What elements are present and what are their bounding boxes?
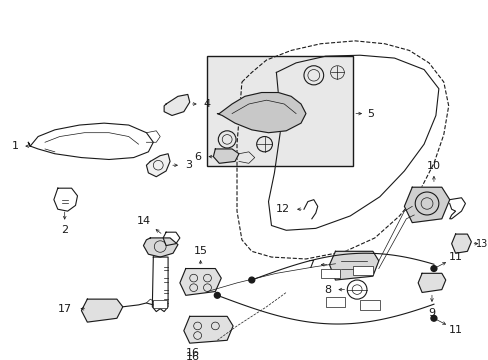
Text: 16: 16 [185,352,199,360]
Bar [352,266,372,275]
Polygon shape [329,251,378,280]
Text: 3: 3 [185,160,192,170]
Text: 5: 5 [366,109,374,118]
Text: 12: 12 [276,204,290,214]
Text: 7: 7 [306,260,314,270]
Polygon shape [183,316,233,343]
Bar [320,269,340,278]
Text: 16: 16 [185,348,199,358]
Text: 13: 13 [475,239,488,249]
Text: 15: 15 [193,246,207,256]
Polygon shape [180,269,221,295]
Text: 8: 8 [324,285,330,294]
Text: 1: 1 [12,141,19,151]
Polygon shape [217,93,305,133]
Polygon shape [146,154,170,177]
Polygon shape [143,238,178,257]
Circle shape [214,292,220,298]
Bar [325,297,345,307]
Text: 14: 14 [136,216,150,226]
Text: 9: 9 [427,307,435,318]
Polygon shape [417,273,445,292]
Polygon shape [213,149,239,163]
Bar [153,300,167,308]
Text: 17: 17 [58,304,72,314]
Text: 11: 11 [447,325,462,335]
Text: 6: 6 [194,152,201,162]
Text: 10: 10 [426,161,440,171]
Text: 11: 11 [447,252,462,262]
Circle shape [248,277,254,283]
Text: 4: 4 [203,99,211,109]
Polygon shape [164,94,189,116]
Polygon shape [404,187,449,222]
Text: 2: 2 [61,225,68,235]
Circle shape [430,266,436,271]
Bar [359,300,379,310]
Polygon shape [81,299,122,322]
Circle shape [430,315,436,321]
Bar [207,56,352,166]
Polygon shape [451,234,470,253]
